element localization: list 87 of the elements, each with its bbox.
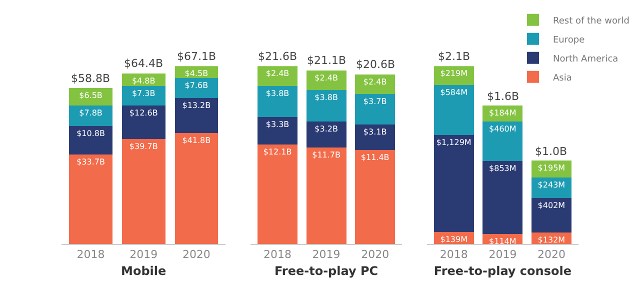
data-label: $11.4B bbox=[360, 153, 390, 162]
bar bbox=[355, 94, 396, 125]
data-label: $6.5B bbox=[79, 91, 102, 100]
legend-label: Asia bbox=[553, 73, 572, 84]
data-label: $184M bbox=[489, 108, 516, 118]
x-tick-label: 2018 bbox=[76, 248, 105, 262]
total-label: $21.6B bbox=[258, 50, 298, 63]
data-label: $7.8B bbox=[79, 108, 102, 118]
data-label: $402M bbox=[538, 201, 566, 210]
data-label: $114M bbox=[489, 237, 516, 246]
x-tick-label: 2019 bbox=[130, 248, 158, 262]
bar bbox=[531, 198, 572, 233]
data-label: $853M bbox=[489, 164, 516, 173]
data-label: $3.3B bbox=[266, 120, 290, 130]
bar bbox=[306, 121, 346, 148]
data-label: $219M bbox=[440, 69, 468, 78]
bar bbox=[355, 150, 396, 244]
bar bbox=[482, 160, 523, 234]
data-label: $4.5B bbox=[184, 69, 208, 78]
data-label: $11.7B bbox=[312, 150, 340, 160]
data-label: $39.7B bbox=[129, 142, 158, 151]
bar bbox=[69, 88, 112, 106]
bar bbox=[174, 133, 218, 244]
bar bbox=[434, 135, 474, 232]
data-label: $3.7B bbox=[363, 97, 387, 106]
x-tick-label: 2019 bbox=[312, 248, 340, 262]
x-tick-label: 2020 bbox=[537, 248, 566, 262]
data-label: $1,129M bbox=[436, 138, 472, 148]
total-label: $2.1B bbox=[438, 50, 470, 63]
bar bbox=[355, 124, 396, 150]
data-label: $243M bbox=[538, 180, 566, 190]
data-label: $10.8B bbox=[76, 129, 105, 138]
x-axis-title: Mobile bbox=[121, 264, 166, 278]
bar bbox=[258, 86, 298, 118]
x-tick-label: 2019 bbox=[488, 248, 517, 262]
data-label: $41.8B bbox=[182, 136, 211, 146]
bar bbox=[482, 121, 523, 161]
bar bbox=[122, 138, 166, 244]
data-label: $3.8B bbox=[314, 93, 338, 102]
bar bbox=[306, 148, 346, 244]
bar bbox=[69, 126, 112, 155]
total-label: $58.8B bbox=[71, 72, 110, 85]
bar bbox=[69, 105, 112, 126]
bar bbox=[122, 86, 166, 106]
data-label: $460M bbox=[489, 124, 516, 134]
bar bbox=[258, 66, 298, 86]
bar bbox=[174, 78, 218, 98]
data-label: $7.6B bbox=[184, 81, 208, 90]
data-label: $2.4B bbox=[314, 73, 338, 82]
x-tick-label: 2018 bbox=[440, 248, 468, 262]
total-label: $64.4B bbox=[124, 57, 164, 70]
total-label: $67.1B bbox=[177, 50, 216, 63]
data-label: $3.1B bbox=[363, 128, 387, 137]
total-label: $20.6B bbox=[356, 58, 396, 71]
data-label: $584M bbox=[440, 88, 468, 97]
data-label: $195M bbox=[538, 164, 566, 173]
x-axis-title: Free-to-play PC bbox=[274, 264, 378, 278]
total-label: $1.6B bbox=[487, 90, 520, 103]
bar bbox=[122, 105, 166, 139]
bar bbox=[306, 90, 346, 122]
legend-label: Rest of the world bbox=[553, 16, 630, 26]
total-label: $21.1B bbox=[307, 54, 346, 67]
data-label: $7.3B bbox=[132, 89, 156, 98]
x-axis-title: Free-to-play console bbox=[434, 264, 572, 278]
x-tick-label: 2020 bbox=[361, 248, 390, 262]
data-label: $2.4B bbox=[266, 69, 290, 78]
data-label: $4.8B bbox=[132, 76, 156, 86]
bar bbox=[174, 98, 218, 134]
legend-label: Europe bbox=[553, 35, 586, 46]
bar bbox=[355, 74, 396, 94]
data-label: $12.6B bbox=[129, 108, 158, 118]
data-label: $12.1B bbox=[263, 147, 292, 156]
data-label: $13.2B bbox=[182, 101, 211, 110]
bar bbox=[258, 117, 298, 144]
data-label: $3.2B bbox=[314, 124, 338, 134]
data-label: $139M bbox=[440, 235, 468, 244]
data-label: $2.4B bbox=[363, 77, 387, 86]
bar bbox=[434, 84, 474, 136]
total-label: $1.0B bbox=[535, 145, 568, 158]
x-tick-label: 2020 bbox=[182, 248, 210, 262]
legend-label: North America bbox=[553, 54, 618, 64]
data-label: $3.8B bbox=[266, 88, 290, 98]
data-label: $33.7B bbox=[76, 158, 105, 167]
bar bbox=[258, 144, 298, 244]
data-label: $132M bbox=[538, 236, 566, 245]
bar bbox=[69, 154, 112, 244]
x-tick-label: 2018 bbox=[264, 248, 292, 262]
